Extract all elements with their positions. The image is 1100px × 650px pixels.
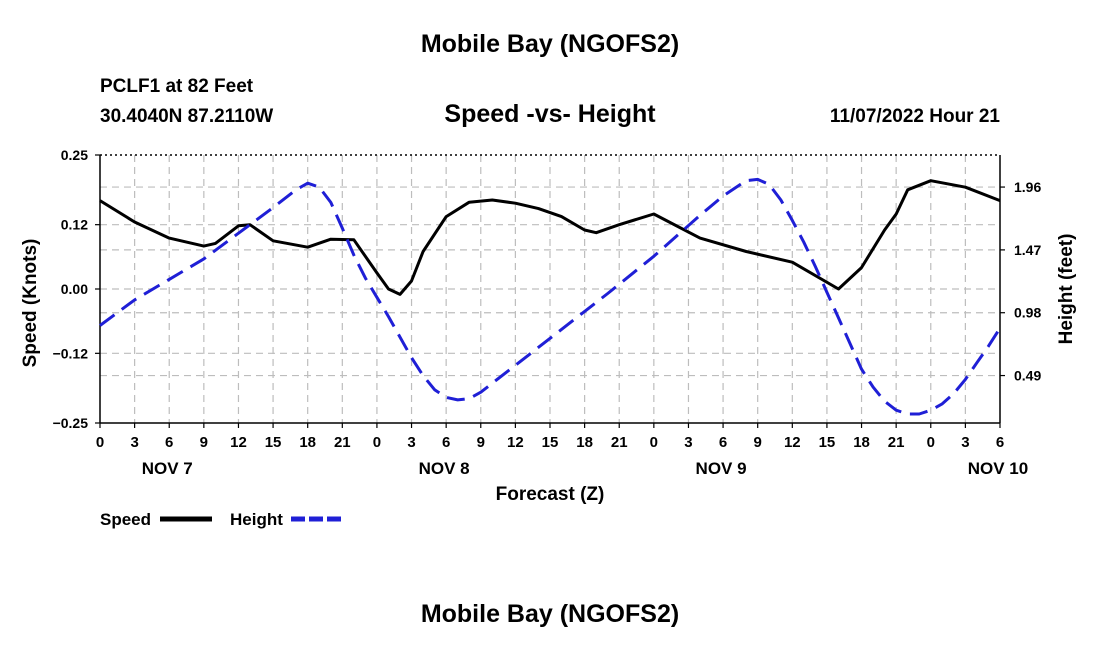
x-tick-label: 3 (684, 434, 692, 451)
x-tick-label: 15 (265, 434, 282, 451)
x-axis-title: Forecast (Z) (496, 484, 605, 505)
y2-tick-label: 0.98 (1014, 305, 1041, 321)
x-tick-label: 6 (996, 434, 1004, 451)
x-tick-label: 15 (819, 434, 836, 451)
x-tick-label: 21 (334, 434, 351, 451)
x-tick-label: 6 (719, 434, 727, 451)
x-tick-label: 21 (888, 434, 905, 451)
x-tick-label: 18 (299, 434, 316, 451)
chart-subtitle: Speed -vs- Height (444, 100, 656, 128)
day-label: NOV 7 (142, 459, 193, 478)
y-tick-label: 0.00 (61, 281, 88, 297)
x-tick-label: 9 (477, 434, 485, 451)
legend-height-label: Height (230, 510, 283, 529)
height-series-line (99, 177, 1002, 416)
legend-speed-label: Speed (100, 510, 151, 529)
day-label: NOV 10 (968, 459, 1028, 478)
footer-title: Mobile Bay (NGOFS2) (420, 600, 680, 628)
x-tick-label: 15 (542, 434, 559, 451)
x-tick-label: 12 (507, 434, 524, 451)
x-tick-label: 0 (373, 434, 381, 451)
x-tick-label: 3 (130, 434, 138, 451)
x-tick-label: 18 (576, 434, 593, 451)
speed-series-line (99, 179, 1001, 296)
x-tick-label: 6 (442, 434, 450, 451)
chart-title: Mobile Bay (NGOFS2) (420, 30, 680, 58)
x-tick-label: 6 (165, 434, 173, 451)
x-tick-label: 21 (611, 434, 628, 451)
x-tick-label: 0 (650, 434, 658, 451)
day-label: NOV 8 (419, 459, 470, 478)
x-tick-label: 12 (784, 434, 801, 451)
y2-tick-label: 1.96 (1014, 179, 1041, 195)
station-label: PCLF1 at 82 Feet (100, 76, 254, 97)
forecast-datetime: 11/07/2022 Hour 21 (829, 106, 1000, 127)
day-label: NOV 9 (696, 459, 747, 478)
y-axis-title: Speed (Knots) (20, 239, 41, 368)
y-tick-label: 0.25 (61, 147, 88, 163)
x-tick-label: 12 (230, 434, 247, 451)
y2-tick-label: 1.47 (1014, 242, 1041, 258)
x-tick-label: 9 (754, 434, 762, 451)
y-tick-label: 0.12 (61, 217, 88, 233)
x-tick-label: 0 (96, 434, 104, 451)
x-tick-label: 3 (961, 434, 969, 451)
x-tick-label: 18 (853, 434, 870, 451)
coordinates-label: 30.4040N 87.2110W (100, 106, 274, 127)
y2-tick-label: 0.49 (1014, 368, 1041, 384)
y2-axis-title: Height (feet) (1056, 234, 1077, 345)
x-tick-label: 9 (200, 434, 208, 451)
x-tick-label: 3 (407, 434, 415, 451)
x-tick-label: 0 (927, 434, 935, 451)
y-tick-label: −0.25 (53, 415, 89, 431)
y-tick-label: −0.12 (53, 345, 89, 361)
